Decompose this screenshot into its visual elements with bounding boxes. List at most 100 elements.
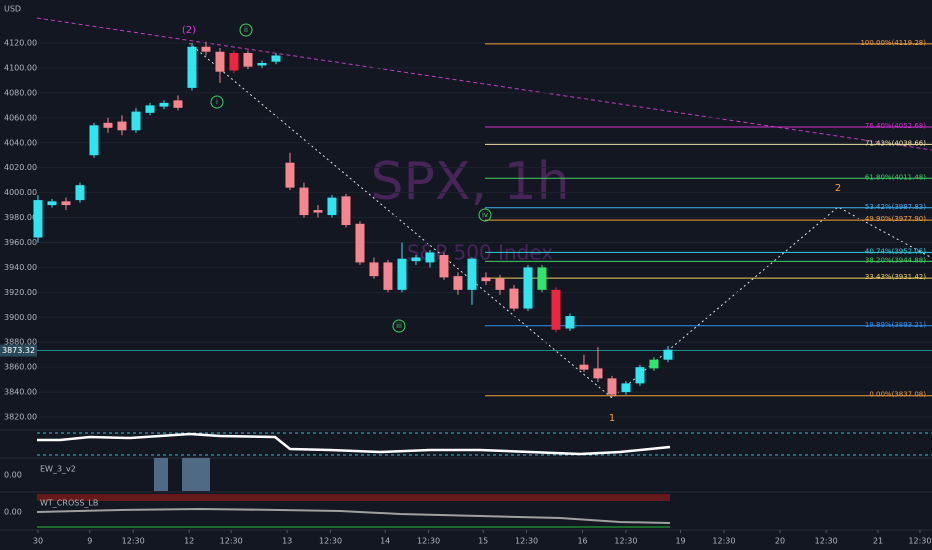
candle-body [257,62,267,66]
y-tick-label: 4080.00 [4,88,37,97]
wave-label: 2 [835,183,841,194]
candle-body [593,368,603,379]
candle-body [467,258,477,290]
candle-body [369,262,379,277]
wave-circle [478,208,492,222]
candle-body [75,185,85,201]
candle-body [61,201,71,206]
wave-label: iv [482,211,488,219]
x-tick-label: 15 [478,537,488,546]
x-tick-label: 12:30 [122,537,145,546]
fib-label: 38.20%(3944.88) [865,256,926,264]
wave-circle [239,23,253,37]
y-tick-label: 4000.00 [4,188,37,197]
candle-body [551,289,561,330]
y-tick-label: 4060.00 [4,113,37,122]
x-tick-label: 12:30 [319,537,342,546]
fib-label: 19.89%(3893.21) [865,321,926,329]
x-tick-label: 12:30 [614,537,637,546]
watermark-title: SPX, 1h [370,152,569,212]
x-tick-label: 12:30 [815,537,838,546]
fib-label: 53.42%(3987.83) [865,203,926,211]
x-tick-label: 19 [675,537,685,546]
x-tick-label: 21 [873,537,883,546]
fib-label: 33.43%(3931.42) [865,273,926,281]
last-price-tag [0,344,37,357]
highlight-box [154,458,168,491]
wave-label: i [216,98,218,106]
candle-body [131,111,141,131]
y-tick-label: 3880.00 [4,338,37,347]
candle-body [33,200,43,238]
candle-body [537,267,547,290]
x-tick-label: 12 [184,537,194,546]
fib-label: 61.80%(4011.48) [865,173,926,181]
candle-body [397,258,407,290]
candle-body [117,121,127,131]
candle-body [285,162,295,188]
wave-label: ii [244,26,248,34]
y-tick-label: 3860.00 [4,363,37,372]
x-tick-label: 12:30 [515,537,538,546]
candle-body [453,276,463,290]
trend-line [36,17,932,151]
x-tick-label: 16 [577,537,587,546]
candle-body [341,196,351,226]
candle-body [663,349,673,360]
candle-body [355,223,365,263]
fib-label: 100.00%(4119.28) [860,39,926,47]
candle-body [607,378,617,395]
x-tick-label: 20 [775,537,785,546]
candle-body [243,52,253,67]
x-tick-label: 12:30 [908,537,931,546]
wave-path [188,42,932,399]
y-tick-label: 4100.00 [4,63,37,72]
y-tick-label: 3980.00 [4,213,37,222]
candle-body [327,197,337,216]
x-tick-label: 12:30 [712,537,735,546]
candle-body [495,278,505,290]
candle-body [215,51,225,72]
y-tick-label: 4020.00 [4,163,37,172]
pane-zero: 0.00 [4,471,22,480]
y-tick-label: 3840.00 [4,388,37,397]
candle-body [635,367,645,384]
y-tick-label: 3820.00 [4,413,37,422]
pane-label: EW_3_v2 [40,465,76,474]
fib-label: 71.43%(4038.66) [865,139,926,147]
candle-body [145,105,155,113]
x-tick-label: 14 [380,537,390,546]
x-tick-label: 12:30 [220,537,243,546]
candle-body [299,187,309,216]
highlight-box [182,458,210,491]
y-tick-label: 4120.00 [4,39,37,48]
candle-body [523,267,533,309]
candle-body [201,46,211,52]
x-tick-label: 9 [87,537,92,546]
x-tick-label: 13 [282,537,292,546]
y-tick-label: 3940.00 [4,263,37,272]
candle-body [159,102,169,107]
wt-band [37,494,670,501]
candle-body [579,364,589,370]
candle-body [271,55,281,62]
pane-label: WT_CROSS_LB [40,499,98,508]
candle-body [481,277,491,282]
x-tick-label: 12:30 [417,537,440,546]
wave-label: 1 [609,413,615,424]
y-tick-label: 3920.00 [4,288,37,297]
candle-body [649,359,659,369]
candle-body [411,257,421,262]
candle-body [187,46,197,88]
pane-zero: 0.00 [4,508,22,517]
y-tick-label: 3960.00 [4,238,37,247]
candle-body [509,288,519,309]
fib-label: 49.90%(3977.90) [865,215,926,223]
candle-body [103,122,113,128]
currency-label: USD [4,5,21,14]
candle-body [89,125,99,156]
candle-body [425,252,435,263]
rsi-line [37,432,671,456]
x-tick-label: 30 [33,537,43,546]
